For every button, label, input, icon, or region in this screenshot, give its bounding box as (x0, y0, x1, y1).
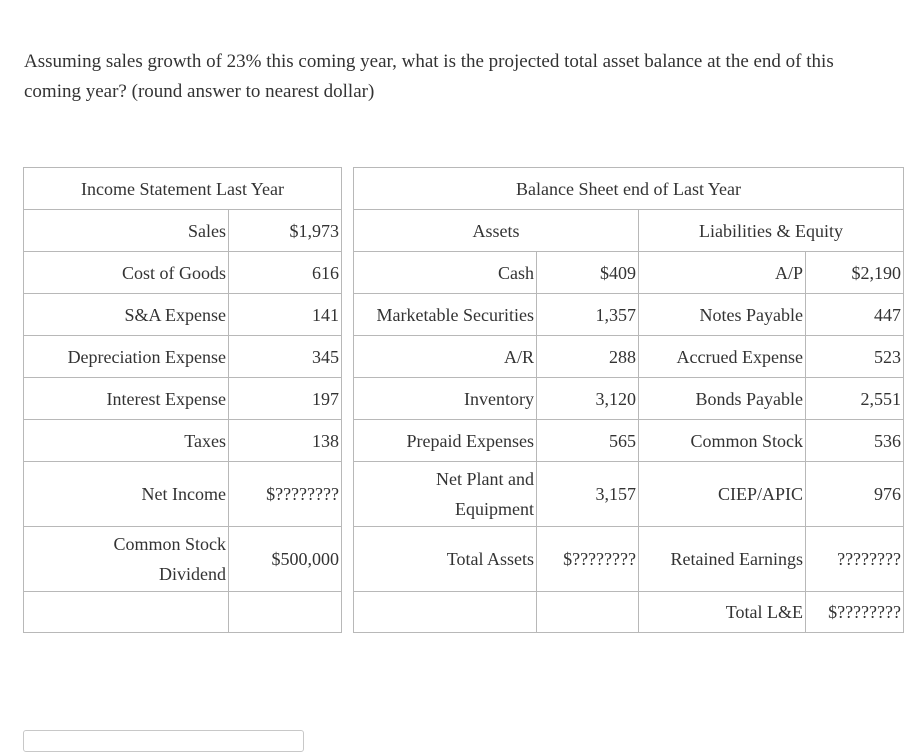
liability-value: $2,190 (805, 251, 904, 294)
asset-value: 288 (536, 335, 639, 378)
income-label: Net Income (23, 461, 229, 527)
liability-value: 536 (805, 419, 904, 462)
asset-value: $409 (536, 251, 639, 294)
table-row: Total L&E $???????? (23, 591, 904, 633)
column-separator (341, 335, 354, 378)
liability-label: Notes Payable (638, 293, 806, 336)
liability-value: $???????? (805, 591, 904, 633)
liability-label: Bonds Payable (638, 377, 806, 420)
income-value: 138 (228, 419, 342, 462)
asset-label: Inventory (353, 377, 537, 420)
asset-value: 3,157 (536, 461, 639, 527)
liability-label: A/P (638, 251, 806, 294)
income-label: Sales (23, 209, 229, 252)
liabilities-header: Liabilities & Equity (638, 209, 904, 252)
liability-value: 976 (805, 461, 904, 527)
column-separator (341, 251, 354, 294)
assets-header: Assets (353, 209, 639, 252)
column-separator (341, 526, 354, 592)
empty-cell (353, 591, 537, 633)
liability-label: CIEP/APIC (638, 461, 806, 527)
table-row: Cost of Goods 616 Cash $409 A/P $2,190 (23, 251, 904, 294)
income-value: $???????? (228, 461, 342, 527)
liability-value: 523 (805, 335, 904, 378)
asset-label: A/R (353, 335, 537, 378)
income-statement-header: Income Statement Last Year (23, 167, 342, 210)
table-header-row: Income Statement Last Year Balance Sheet… (23, 167, 904, 210)
table-row: Interest Expense 197 Inventory 3,120 Bon… (23, 377, 904, 420)
table-row: Depreciation Expense 345 A/R 288 Accrued… (23, 335, 904, 378)
asset-label: Total Assets (353, 526, 537, 592)
liability-label: Total L&E (638, 591, 806, 633)
column-separator (341, 419, 354, 462)
asset-label: Prepaid Expenses (353, 419, 537, 462)
liability-value: 2,551 (805, 377, 904, 420)
answer-input[interactable] (23, 730, 304, 752)
empty-cell (536, 591, 639, 633)
income-value: 616 (228, 251, 342, 294)
liability-label: Common Stock (638, 419, 806, 462)
liability-value: 447 (805, 293, 904, 336)
asset-label: Cash (353, 251, 537, 294)
asset-value: 1,357 (536, 293, 639, 336)
income-label: S&A Expense (23, 293, 229, 336)
column-separator (341, 591, 354, 633)
income-label: Depreciation Expense (23, 335, 229, 378)
table-row: Sales $1,973 Assets Liabilities & Equity (23, 209, 904, 252)
liability-label: Accrued Expense (638, 335, 806, 378)
table-row: S&A Expense 141 Marketable Securities 1,… (23, 293, 904, 336)
asset-value: $???????? (536, 526, 639, 592)
column-separator (341, 293, 354, 336)
income-label: Interest Expense (23, 377, 229, 420)
income-label: Common Stock Dividend (23, 526, 229, 592)
income-label: Cost of Goods (23, 251, 229, 294)
liability-value: ???????? (805, 526, 904, 592)
income-value: $500,000 (228, 526, 342, 592)
column-separator (341, 461, 354, 527)
question-text: Assuming sales growth of 23% this coming… (24, 51, 834, 102)
asset-label: Marketable Securities (353, 293, 537, 336)
income-value: 345 (228, 335, 342, 378)
table-row: Net Income $???????? Net Plant and Equip… (23, 461, 904, 527)
table-row: Taxes 138 Prepaid Expenses 565 Common St… (23, 419, 904, 462)
asset-label: Net Plant and Equipment (353, 461, 537, 527)
income-label: Taxes (23, 419, 229, 462)
column-separator (341, 209, 354, 252)
table-row: Common Stock Dividend $500,000 Total Ass… (23, 526, 904, 592)
column-separator (341, 167, 354, 210)
liability-label: Retained Earnings (638, 526, 806, 592)
financial-statements-table: Income Statement Last Year Balance Sheet… (23, 167, 904, 633)
column-separator (341, 377, 354, 420)
balance-sheet-header: Balance Sheet end of Last Year (353, 167, 904, 210)
income-value: 197 (228, 377, 342, 420)
asset-value: 565 (536, 419, 639, 462)
income-value: 141 (228, 293, 342, 336)
empty-cell (228, 591, 342, 633)
empty-cell (23, 591, 229, 633)
asset-value: 3,120 (536, 377, 639, 420)
income-value: $1,973 (228, 209, 342, 252)
